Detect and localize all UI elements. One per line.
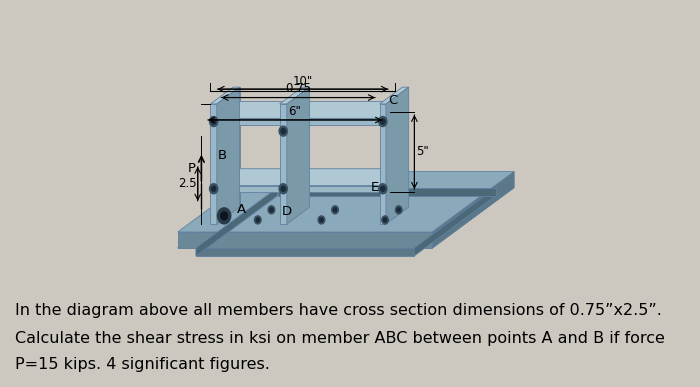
Polygon shape bbox=[379, 87, 409, 104]
Polygon shape bbox=[414, 188, 496, 256]
Text: Calculate the shear stress in ksi on member ABC between points A and B if force: Calculate the shear stress in ksi on mem… bbox=[15, 330, 665, 346]
Polygon shape bbox=[196, 248, 414, 256]
Polygon shape bbox=[211, 87, 239, 104]
Circle shape bbox=[382, 216, 388, 224]
Text: 10": 10" bbox=[293, 75, 313, 87]
Circle shape bbox=[318, 216, 325, 224]
Text: C: C bbox=[389, 94, 398, 106]
Text: 5": 5" bbox=[416, 146, 429, 158]
Circle shape bbox=[281, 128, 286, 134]
Text: D: D bbox=[282, 205, 292, 217]
Polygon shape bbox=[217, 118, 379, 125]
Circle shape bbox=[384, 218, 386, 222]
Polygon shape bbox=[279, 104, 287, 224]
Polygon shape bbox=[217, 87, 239, 224]
Polygon shape bbox=[233, 87, 239, 207]
Text: E: E bbox=[371, 182, 379, 194]
Polygon shape bbox=[217, 185, 379, 192]
Polygon shape bbox=[433, 171, 514, 248]
Polygon shape bbox=[287, 87, 309, 224]
Circle shape bbox=[395, 206, 402, 214]
Polygon shape bbox=[178, 171, 514, 232]
Circle shape bbox=[320, 218, 323, 222]
Circle shape bbox=[281, 186, 286, 191]
Polygon shape bbox=[178, 188, 514, 248]
Circle shape bbox=[270, 208, 273, 212]
Polygon shape bbox=[279, 87, 309, 104]
Text: 6": 6" bbox=[288, 105, 302, 118]
Circle shape bbox=[218, 208, 231, 224]
Polygon shape bbox=[217, 101, 402, 118]
Polygon shape bbox=[196, 188, 278, 256]
Text: P=15 kips. 4 significant figures.: P=15 kips. 4 significant figures. bbox=[15, 356, 270, 372]
Circle shape bbox=[333, 208, 337, 212]
Circle shape bbox=[211, 119, 216, 124]
Circle shape bbox=[268, 206, 274, 214]
Text: In the diagram above all members have cross section dimensions of 0.75”x2.5”.: In the diagram above all members have cr… bbox=[15, 303, 662, 317]
Polygon shape bbox=[217, 169, 402, 185]
Text: B: B bbox=[218, 149, 228, 163]
Circle shape bbox=[332, 206, 338, 214]
Text: A: A bbox=[237, 203, 246, 216]
Circle shape bbox=[256, 218, 260, 222]
Polygon shape bbox=[178, 232, 433, 248]
Text: 2.5: 2.5 bbox=[178, 177, 197, 190]
Polygon shape bbox=[278, 188, 496, 195]
Circle shape bbox=[279, 126, 288, 136]
Circle shape bbox=[255, 216, 261, 224]
Circle shape bbox=[279, 184, 288, 194]
Circle shape bbox=[381, 119, 385, 124]
Circle shape bbox=[209, 184, 218, 194]
Circle shape bbox=[209, 116, 218, 127]
Polygon shape bbox=[386, 87, 409, 224]
Circle shape bbox=[397, 208, 400, 212]
Circle shape bbox=[220, 212, 228, 220]
Polygon shape bbox=[379, 104, 386, 224]
Circle shape bbox=[379, 116, 387, 127]
Circle shape bbox=[381, 186, 385, 191]
Circle shape bbox=[379, 184, 387, 194]
Polygon shape bbox=[211, 104, 217, 224]
Circle shape bbox=[211, 186, 216, 191]
Text: P: P bbox=[188, 163, 195, 175]
Text: 0.75: 0.75 bbox=[285, 82, 312, 95]
